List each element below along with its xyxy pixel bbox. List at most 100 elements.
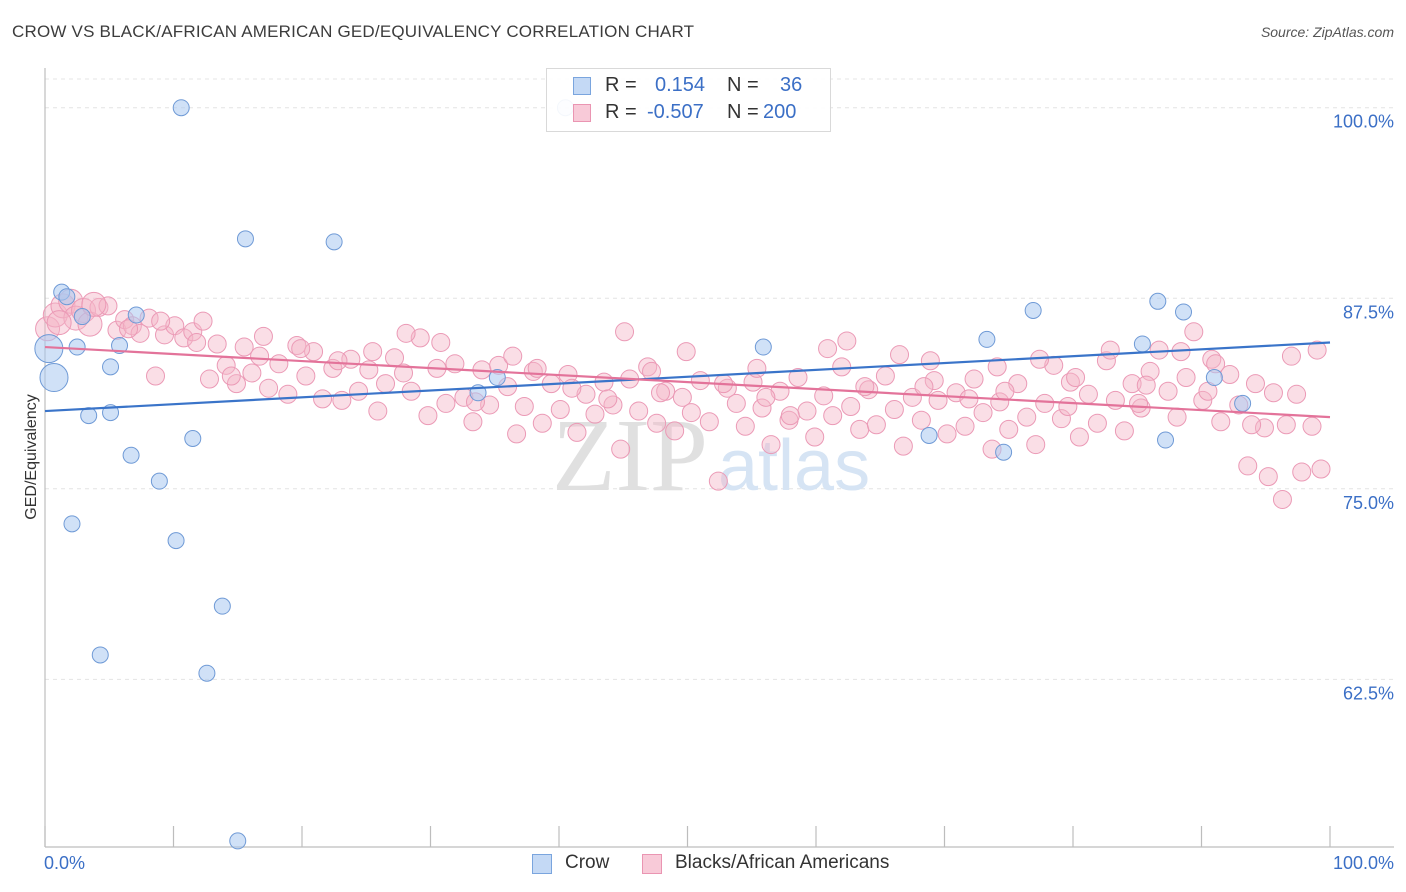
black-point	[1176, 368, 1196, 388]
crow-point	[1205, 369, 1223, 387]
crow-point	[1234, 394, 1252, 412]
black-point	[814, 386, 834, 406]
y-axis-label: GED/Equivalency	[23, 394, 40, 519]
black-point	[151, 311, 171, 331]
black-trend-line	[44, 345, 1331, 419]
black-point	[914, 377, 934, 397]
black-point	[1302, 416, 1322, 436]
black-point	[805, 427, 825, 447]
black-point	[253, 326, 273, 346]
black-point	[418, 406, 438, 426]
x-tick-label-min: 0.0%	[44, 853, 85, 873]
black-point	[1184, 322, 1204, 342]
black-point	[480, 395, 500, 415]
black-swatch	[573, 104, 591, 122]
crow-point	[1175, 303, 1193, 321]
black-point	[585, 404, 605, 424]
black-point	[1017, 407, 1037, 427]
source-label: Source: ZipAtlas.com	[1260, 24, 1394, 40]
black-point	[1238, 456, 1258, 476]
black-point	[1242, 415, 1262, 435]
black-point	[514, 396, 534, 416]
black-point	[875, 366, 895, 386]
black-point	[859, 380, 879, 400]
black-point	[207, 334, 227, 354]
crow-point	[172, 99, 190, 117]
tick-labels: 62.5% 75.0% 87.5% 100.0% 0.0% 100.0%	[44, 112, 1394, 873]
black-point	[690, 371, 710, 391]
black-point	[1066, 368, 1086, 388]
black-point	[672, 387, 692, 407]
black-point	[1272, 489, 1292, 509]
black-point	[436, 393, 456, 413]
black-point	[647, 413, 667, 433]
crow-point	[1024, 301, 1042, 319]
black-point	[1276, 415, 1296, 435]
black-point	[1254, 418, 1274, 438]
crow-point	[920, 426, 938, 444]
y-tick-label: 100.0%	[1333, 112, 1394, 132]
crow-point	[167, 532, 185, 550]
black-point	[1058, 396, 1078, 416]
black-point	[376, 374, 396, 394]
black-point	[837, 331, 857, 351]
black-point	[242, 363, 262, 383]
black-point	[823, 406, 843, 426]
black-point	[797, 401, 817, 421]
crow-point	[213, 597, 231, 615]
watermark-atlas: atlas	[718, 426, 870, 506]
black-point	[328, 351, 348, 371]
black-point	[410, 328, 430, 348]
crow-legend-label: Crow	[565, 852, 610, 873]
black-point	[146, 366, 166, 386]
black-point	[349, 381, 369, 401]
black-point	[221, 366, 241, 386]
crow-point	[111, 337, 129, 355]
crow-point	[68, 338, 86, 356]
black-point	[183, 322, 203, 342]
black-point	[995, 381, 1015, 401]
black-point	[1292, 462, 1312, 482]
black-point	[629, 401, 649, 421]
black-point	[1263, 383, 1283, 403]
black-point	[463, 412, 483, 432]
black-point	[199, 369, 219, 389]
crow-point	[122, 446, 140, 464]
black-point	[1051, 409, 1071, 429]
black-point	[818, 339, 838, 359]
black-point	[651, 383, 671, 403]
black-point	[999, 419, 1019, 439]
black-point	[699, 412, 719, 432]
black-point	[928, 390, 948, 410]
legend-row-black: R = -0.507 N = 200	[547, 101, 830, 127]
black-point	[550, 400, 570, 420]
black-point	[1114, 421, 1134, 441]
watermark: ZIP atlas	[552, 398, 870, 513]
black-point	[1167, 407, 1187, 427]
black-point	[1035, 393, 1055, 413]
crow-point	[236, 230, 254, 248]
legend-n-label: N =	[727, 74, 759, 96]
black-point	[576, 384, 596, 404]
black-point	[287, 336, 307, 356]
crow-point	[1157, 431, 1175, 449]
black-point	[396, 323, 416, 343]
crow-point	[1149, 292, 1167, 310]
black-point	[567, 422, 587, 442]
crow-point	[229, 832, 247, 850]
crow-swatch	[532, 854, 552, 874]
black-point	[735, 416, 755, 436]
black-point	[234, 337, 254, 357]
crow-swatch	[573, 77, 591, 95]
black-point	[193, 311, 213, 331]
black-point	[708, 471, 728, 491]
black-point	[920, 351, 940, 371]
legend-n-value: 200	[763, 101, 797, 123]
black-point	[893, 436, 913, 456]
black-point	[187, 332, 207, 352]
black-point	[598, 389, 618, 409]
crow-point	[102, 358, 120, 376]
black-point	[850, 419, 870, 439]
black-point	[665, 421, 685, 441]
